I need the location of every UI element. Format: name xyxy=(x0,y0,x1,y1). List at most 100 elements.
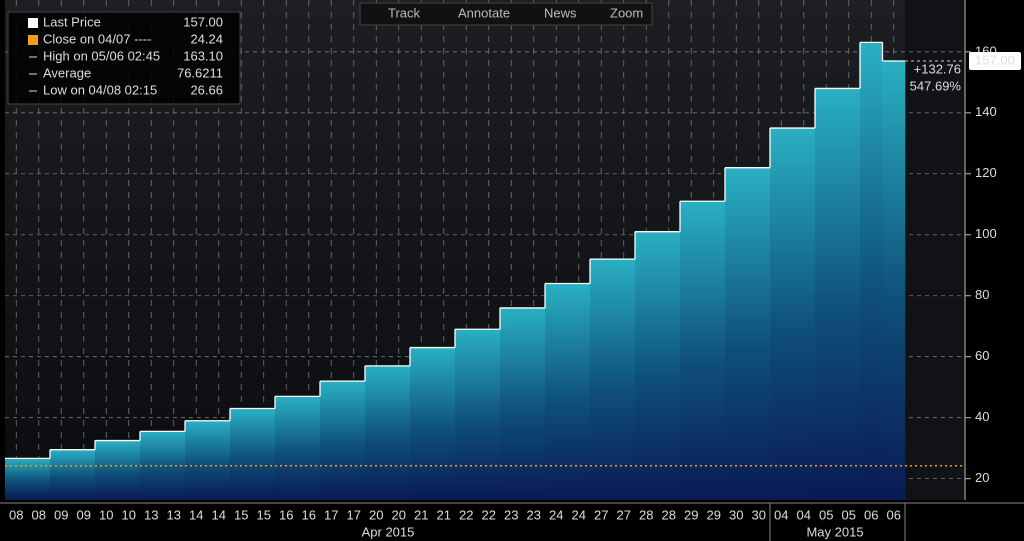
toolbar-button[interactable]: Track xyxy=(388,5,421,20)
legend-value: 157.00 xyxy=(183,14,223,29)
x-tick-label: 20 xyxy=(369,507,383,522)
x-tick-label: 04 xyxy=(774,507,788,522)
x-axis-band xyxy=(5,500,965,541)
x-tick-label: 06 xyxy=(887,507,901,522)
area-step xyxy=(50,449,73,500)
area-step xyxy=(680,201,703,500)
area-step xyxy=(117,440,141,500)
area-step xyxy=(162,431,186,500)
last-price-tag xyxy=(969,51,1021,70)
area-step xyxy=(477,329,501,500)
legend-label: Low on 04/08 02:15 xyxy=(43,82,157,97)
area-step xyxy=(747,167,771,500)
period-label: May 2015 xyxy=(806,524,863,539)
x-tick-label: 29 xyxy=(707,507,721,522)
legend-label: High on 05/06 02:45 xyxy=(43,48,160,63)
change-pct-label: 547.69% xyxy=(910,78,962,93)
legend-value: 24.24 xyxy=(190,31,223,46)
x-tick-label: 17 xyxy=(347,507,361,522)
area-step xyxy=(207,420,231,500)
legend-value: 76.6211 xyxy=(177,65,223,80)
x-tick-label: 29 xyxy=(684,507,698,522)
area-step xyxy=(590,259,613,500)
x-tick-label: 30 xyxy=(729,507,743,522)
legend-value: 163.10 xyxy=(183,48,223,63)
x-tick-label: 05 xyxy=(842,507,856,522)
area-step xyxy=(320,381,343,500)
y-tick-label: 40 xyxy=(975,409,989,424)
area-step xyxy=(72,449,96,500)
toolbar-button[interactable]: Annotate xyxy=(458,5,510,20)
toolbar-button[interactable]: News xyxy=(544,5,577,20)
area-step xyxy=(252,408,276,500)
y-tick-label: 120 xyxy=(975,165,997,180)
x-tick-label: 16 xyxy=(279,507,293,522)
x-tick-label: 24 xyxy=(549,507,563,522)
x-tick-label: 23 xyxy=(527,507,541,522)
area-step xyxy=(792,128,816,501)
x-tick-label: 05 xyxy=(819,507,833,522)
area-step xyxy=(185,420,208,500)
x-tick-label: 15 xyxy=(257,507,271,522)
period-label: Apr 2015 xyxy=(362,524,415,539)
x-tick-label: 13 xyxy=(167,507,181,522)
area-step xyxy=(5,458,28,500)
x-tick-label: 24 xyxy=(572,507,586,522)
area-step xyxy=(365,365,388,500)
toolbar-box xyxy=(359,2,653,26)
area-step xyxy=(500,307,523,500)
x-tick-label: 27 xyxy=(617,507,631,522)
x-tick-label: 17 xyxy=(324,507,338,522)
x-tick-label: 14 xyxy=(212,507,226,522)
x-tick-label: 22 xyxy=(482,507,496,522)
x-tick-label: 13 xyxy=(144,507,158,522)
y-tick-label: 80 xyxy=(975,287,989,302)
area-step xyxy=(522,307,546,500)
area-step xyxy=(27,458,51,500)
area-step xyxy=(702,201,726,500)
area-step xyxy=(815,88,838,500)
legend: Last Price 157.00 Close on 04/07 ---- 24.24… xyxy=(7,11,241,105)
legend-swatch xyxy=(28,18,38,28)
area-step xyxy=(567,283,591,500)
x-tick-label: 16 xyxy=(302,507,316,522)
area-step xyxy=(455,329,478,500)
legend-value: 26.66 xyxy=(190,82,223,97)
legend-label: Average xyxy=(43,65,91,80)
area-step xyxy=(770,128,793,501)
area-step xyxy=(635,231,658,500)
area-step xyxy=(297,396,321,500)
y-tick-label: 60 xyxy=(975,348,989,363)
x-tick-label: 30 xyxy=(752,507,766,522)
x-tick-label: 09 xyxy=(54,507,68,522)
last-price-label: 157.00 xyxy=(975,52,1015,67)
future-area xyxy=(905,0,965,500)
x-tick-label: 09 xyxy=(77,507,91,522)
area-step xyxy=(230,408,253,500)
y-tick-label: 100 xyxy=(975,226,997,241)
x-tick-label: 08 xyxy=(32,507,46,522)
y-tick-label: 20 xyxy=(975,470,989,485)
toolbar: Track Annotate News Zoom xyxy=(359,2,653,26)
area-step xyxy=(342,381,366,500)
x-tick-label: 23 xyxy=(504,507,518,522)
legend-box xyxy=(7,11,241,105)
area-step xyxy=(410,347,433,500)
x-tick-label: 15 xyxy=(234,507,248,522)
x-tick-label: 08 xyxy=(9,507,23,522)
x-tick-label: 10 xyxy=(122,507,136,522)
x-tick-label: 22 xyxy=(459,507,473,522)
area-step xyxy=(432,347,456,500)
area-step xyxy=(837,88,861,500)
area-step xyxy=(725,167,748,500)
area-step xyxy=(657,231,681,500)
area-step xyxy=(882,60,906,500)
x-tick-label: 06 xyxy=(864,507,878,522)
x-tick-label: 14 xyxy=(189,507,203,522)
x-tick-label: 21 xyxy=(414,507,428,522)
x-tick-label: 28 xyxy=(662,507,676,522)
area-step xyxy=(860,42,883,500)
toolbar-button[interactable]: Zoom xyxy=(610,5,643,20)
